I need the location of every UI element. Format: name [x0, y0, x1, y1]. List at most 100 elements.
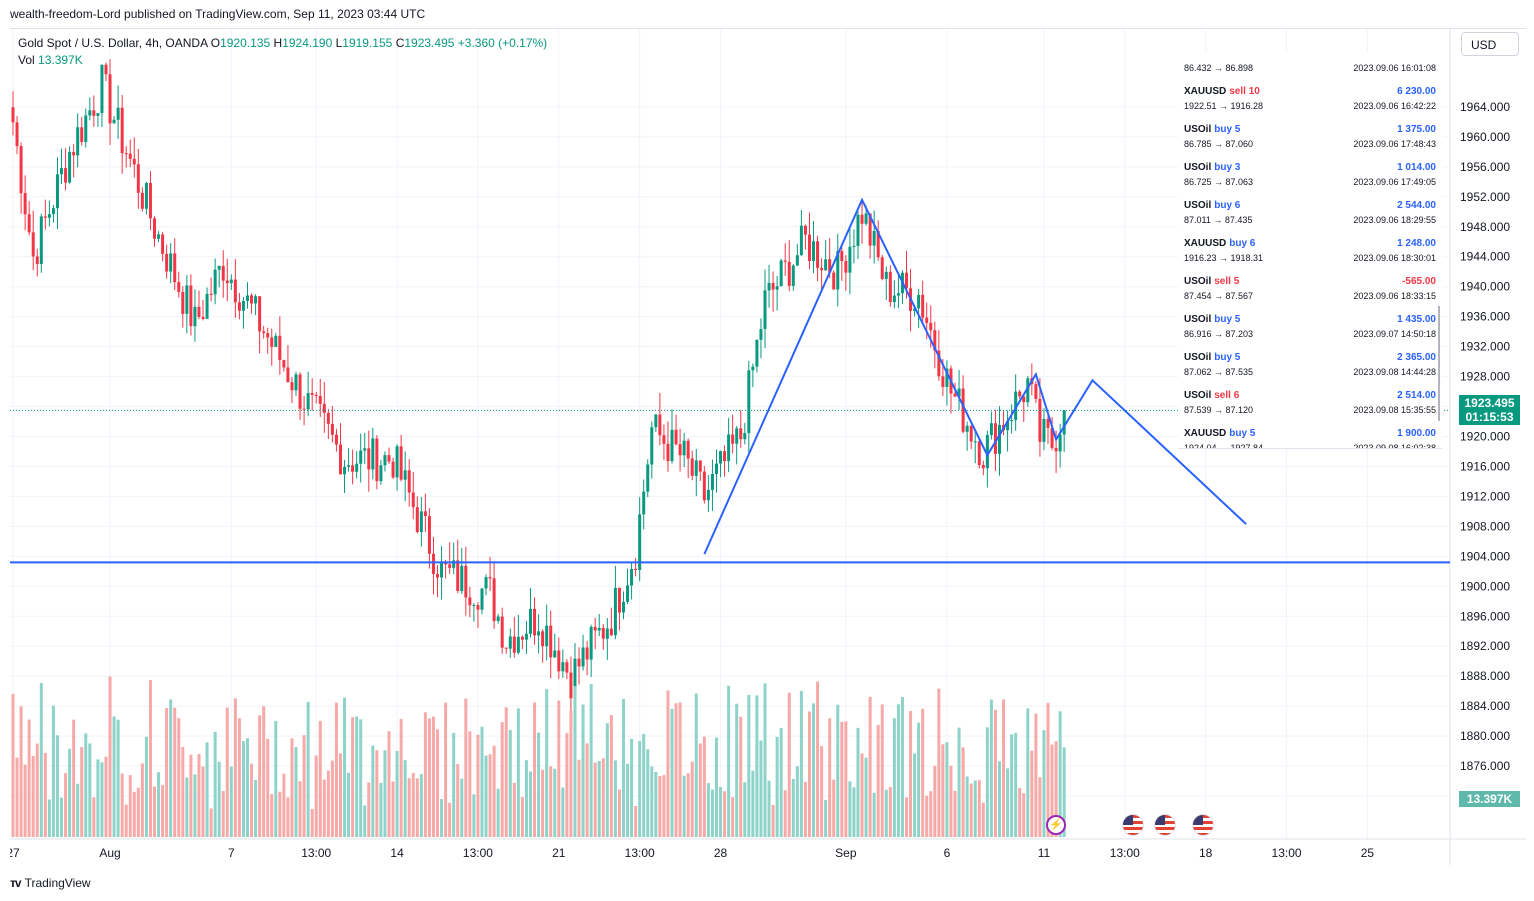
- high-label: H: [273, 36, 283, 50]
- volume-bar: [201, 766, 205, 837]
- trade-row[interactable]: 86.432 → 86.898 2023.09.06 16:01:08: [1184, 52, 1440, 82]
- trade-row[interactable]: USOil buy 3 86.725 → 87.063 1 014.00 2023.09…: [1184, 158, 1440, 196]
- price-axis-label: 1932.000: [1460, 340, 1510, 354]
- candle-body: [250, 295, 254, 304]
- trade-row[interactable]: XAUUSD buy 5 1924.04 → 1927.84 1 900.00 2023…: [1184, 424, 1440, 448]
- trade-row[interactable]: USOil buy 5 86.916 → 87.203 1 435.00 2023.09…: [1184, 310, 1440, 348]
- volume-bar: [520, 797, 524, 837]
- volume-bar: [876, 725, 880, 837]
- candle-body: [484, 577, 488, 589]
- volume-bar: [314, 755, 318, 837]
- volume-bar: [977, 780, 981, 837]
- candle-body: [237, 302, 241, 311]
- volume-bar: [132, 791, 136, 837]
- candle-body: [161, 234, 165, 254]
- trade-row[interactable]: USOil sell 5 87.454 → 87.567 -565.00 2023.09…: [1184, 272, 1440, 310]
- trade-side: buy 6: [1214, 200, 1241, 211]
- candle-body: [80, 127, 84, 142]
- volume-bar: [969, 783, 973, 837]
- price-axis-label: 1888.000: [1460, 669, 1510, 683]
- tradingview-logo-icon[interactable]: ᴛᴠ: [10, 876, 22, 890]
- trade-symbol: XAUUSD sell 10: [1184, 86, 1260, 97]
- candle-body: [318, 395, 322, 404]
- candle-body: [957, 388, 961, 397]
- volume-bar: [816, 681, 820, 837]
- volume-bar: [395, 750, 399, 837]
- volume-bar: [1010, 734, 1014, 837]
- candle-body: [51, 208, 55, 215]
- volume-bar: [237, 718, 241, 837]
- volume-bar: [375, 750, 379, 837]
- candle-body: [229, 279, 233, 284]
- volume-bar: [371, 745, 375, 837]
- candle-body: [1038, 398, 1042, 442]
- volume-bar: [112, 716, 116, 837]
- trade-row[interactable]: XAUUSD buy 6 1916.23 → 1918.31 1 248.00 2023…: [1184, 234, 1440, 272]
- candle-body: [698, 460, 702, 472]
- volume-bar: [662, 775, 666, 837]
- zigzag-projection-drawing[interactable]: [703, 197, 1247, 555]
- candle-body: [217, 265, 221, 270]
- volume-bar: [464, 698, 468, 837]
- us-flag-icon[interactable]: [1154, 814, 1176, 836]
- trade-history-panel[interactable]: 86.432 → 86.898 2023.09.06 16:01:08 XAUUSD…: [1178, 52, 1442, 449]
- currency-button[interactable]: USD: [1461, 32, 1519, 56]
- candle-body: [512, 636, 516, 653]
- candle-body: [933, 330, 937, 351]
- candle-body: [787, 261, 791, 286]
- trade-row[interactable]: USOil buy 6 87.011 → 87.435 2 544.00 2023.09…: [1184, 196, 1440, 234]
- volume-bar: [719, 786, 723, 837]
- footer: ᴛᴠ TradingView: [10, 876, 91, 890]
- footer-brand[interactable]: TradingView: [24, 876, 91, 890]
- candle-body: [719, 451, 723, 464]
- candle-body: [763, 290, 767, 330]
- price-axis-label: 1940.000: [1460, 280, 1510, 294]
- time-axis-label: 25: [1361, 846, 1375, 860]
- candle-body: [165, 253, 169, 272]
- volume-bar: [533, 702, 537, 837]
- us-flag-icon[interactable]: [1192, 814, 1214, 836]
- candle-body: [892, 295, 896, 303]
- candle-body: [937, 350, 941, 377]
- trade-datetime: 2023.09.08 15:35:55: [1353, 405, 1436, 415]
- candle-body: [997, 424, 1001, 454]
- candle-body: [516, 636, 520, 653]
- candle-body: [464, 565, 468, 598]
- lightning-event-icon[interactable]: ⚡: [1046, 815, 1066, 835]
- volume-bar: [504, 707, 508, 837]
- candle-body: [144, 183, 148, 209]
- trade-panel-scrollbar[interactable]: [1438, 306, 1440, 421]
- candle-body: [1042, 418, 1046, 442]
- volume-bar: [848, 781, 852, 837]
- volume-bar: [254, 779, 258, 837]
- price-axis-label: 1956.000: [1460, 160, 1510, 174]
- candle-body: [812, 241, 816, 262]
- trade-row[interactable]: USOil buy 5 87.062 → 87.535 2 365.00 2023.09…: [1184, 348, 1440, 386]
- candle-body: [585, 647, 589, 660]
- trade-price-range: 1922.51 → 1916.28: [1184, 101, 1264, 111]
- price-chart-svg[interactable]: 1872.0001876.0001880.0001884.0001888.000…: [10, 29, 1526, 865]
- candle-body: [245, 295, 249, 301]
- candle-body: [310, 393, 314, 395]
- volume-bar: [909, 710, 913, 837]
- candle-body: [314, 394, 318, 396]
- legend-symbol[interactable]: Gold Spot / U.S. Dollar, 4h, OANDA: [18, 36, 208, 50]
- chart-area[interactable]: 1872.0001876.0001880.0001884.0001888.000…: [10, 28, 1526, 865]
- volume-tag: 13.397K: [1459, 791, 1520, 807]
- candle-body: [262, 331, 266, 334]
- candle-body: [209, 293, 213, 295]
- candle-body: [104, 64, 108, 75]
- volume-bar: [298, 781, 302, 837]
- trade-row[interactable]: XAUUSD sell 10 1922.51 → 1916.28 6 230.00 20…: [1184, 82, 1440, 120]
- candle-body: [670, 429, 674, 462]
- trade-row[interactable]: USOil buy 5 86.785 → 87.060 1 375.00 2023.09…: [1184, 120, 1440, 158]
- candle-body: [411, 492, 415, 508]
- us-flag-icon[interactable]: [1122, 814, 1144, 836]
- candle-body: [888, 271, 892, 303]
- trade-row[interactable]: USOil sell 6 87.539 → 87.120 2 514.00 2023.0…: [1184, 386, 1440, 424]
- volume-label[interactable]: Vol: [18, 53, 35, 67]
- volume-bar: [205, 742, 209, 837]
- candle-body: [880, 257, 884, 279]
- volume-bar: [472, 794, 476, 837]
- candle-body: [650, 427, 654, 465]
